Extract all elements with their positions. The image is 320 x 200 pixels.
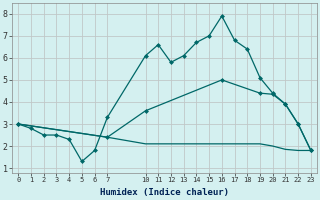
X-axis label: Humidex (Indice chaleur): Humidex (Indice chaleur)	[100, 188, 229, 197]
